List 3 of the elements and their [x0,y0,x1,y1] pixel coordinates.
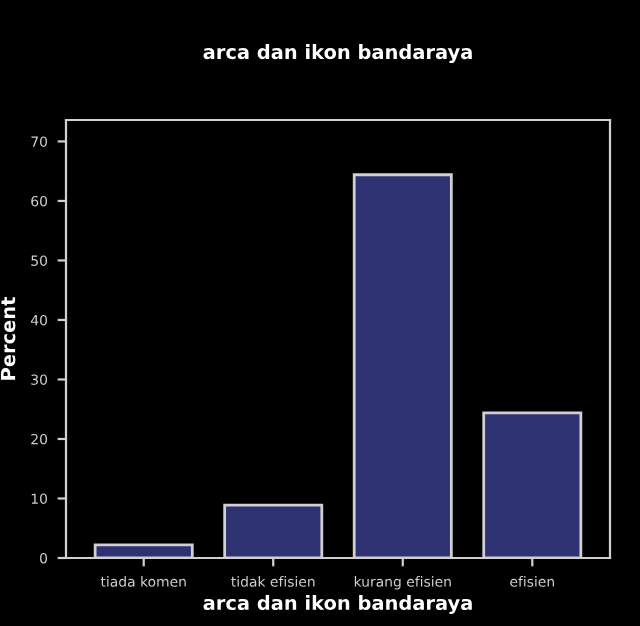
y-axis-title: Percent [0,297,16,380]
chart-title: arca dan ikon bandaraya [203,44,472,64]
x-axis-title: arca dan ikon bandaraya [203,595,472,615]
